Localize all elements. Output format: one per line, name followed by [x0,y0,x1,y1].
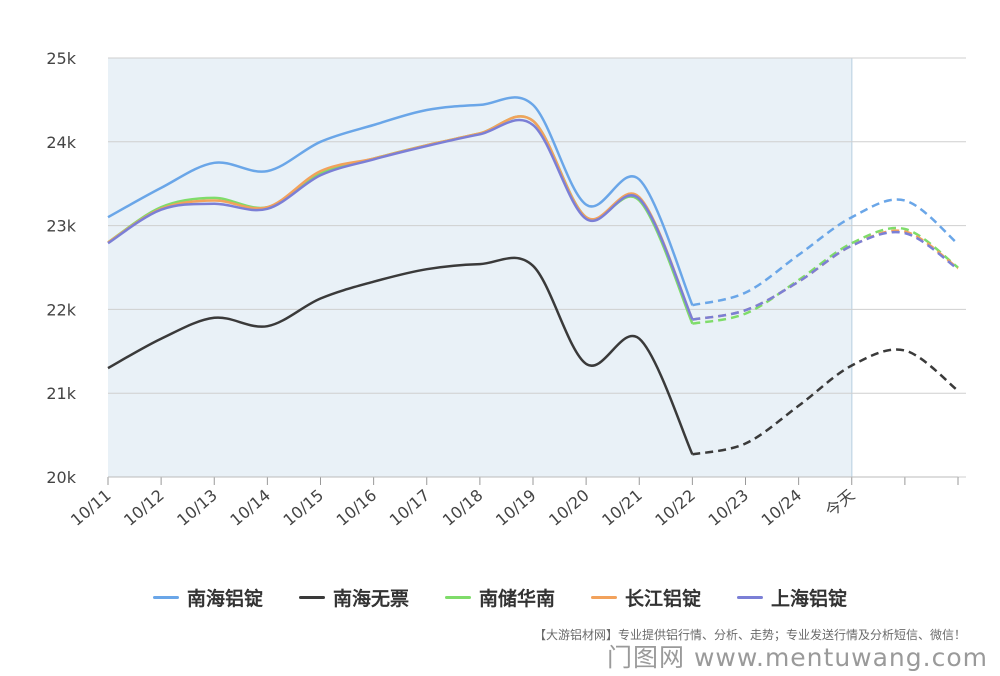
y-tick-label-1: 21k [46,384,76,403]
x-tick-label-10: 10/21 [598,486,646,530]
series-line-1 [107,256,694,455]
plot-background [108,58,853,477]
x-tick-label-3: 10/14 [226,486,274,530]
legend-label-2: 南储华南 [478,587,555,610]
series-forecast-line-0 [692,198,959,307]
legend-label-3: 长江铝锭 [625,587,702,610]
legend-swatch-2 [444,595,471,599]
legend-item-2[interactable]: 南储华南 [444,582,555,612]
x-tick-label-6: 10/17 [386,486,434,530]
legend-item-3[interactable]: 长江铝锭 [591,582,701,612]
series-forecast-line-4 [692,230,959,321]
x-tick-label-8: 10/19 [492,486,540,530]
y-tick-label-3: 23k [46,217,76,236]
x-tick-label-0: 10/11 [67,486,115,530]
legend-label-1: 南海无票 [332,587,409,610]
legend-swatch-0 [152,595,179,599]
x-tick-label-1: 10/12 [120,486,168,530]
legend-item-4[interactable]: 上海铝锭 [737,582,847,612]
x-tick-label-7: 10/18 [439,486,487,530]
history-region [108,58,852,477]
legend-item-0[interactable]: 南海铝锭 [152,582,263,612]
legend-swatch-1 [298,595,325,599]
legend-item-1[interactable]: 南海无票 [298,582,409,612]
x-tick-label-12: 10/23 [705,486,753,530]
y-tick-label-2: 22k [46,300,76,319]
site-watermark: 门图网 www.mentuwang.com [607,643,988,672]
series-line-0 [107,96,694,306]
x-tick-label-5: 10/16 [333,486,381,530]
x-tick-label-13: 10/24 [758,486,806,530]
legend-swatch-4 [737,595,764,599]
legend-label-4: 上海铝锭 [771,587,848,610]
legend: 南海铝锭 南海无票 南储华南 长江铝锭 上海铝锭 [0,582,1000,612]
legend-label-0: 南海铝锭 [186,587,263,610]
x-tick-label-4: 10/15 [280,486,328,530]
y-tick-label-5: 25k [46,49,76,68]
x-tick-label-11: 10/22 [651,486,699,530]
x-tick-label-2: 10/13 [173,486,221,530]
y-tick-label-0: 20k [46,468,76,487]
x-tick-label-14: 今天 [822,486,859,521]
series-forecast-line-1 [692,348,959,456]
legend-swatch-3 [591,595,617,599]
x-tick-label-9: 10/20 [545,486,593,530]
series-forecast-line-2 [692,226,959,325]
series [107,96,959,456]
footer-note: 【大游铝材网】专业提供铝行情、分析、走势；专业发送行情及分析短信、微信！ [533,628,966,642]
series-line-4 [107,118,694,321]
y-tick-label-4: 24k [46,133,76,152]
